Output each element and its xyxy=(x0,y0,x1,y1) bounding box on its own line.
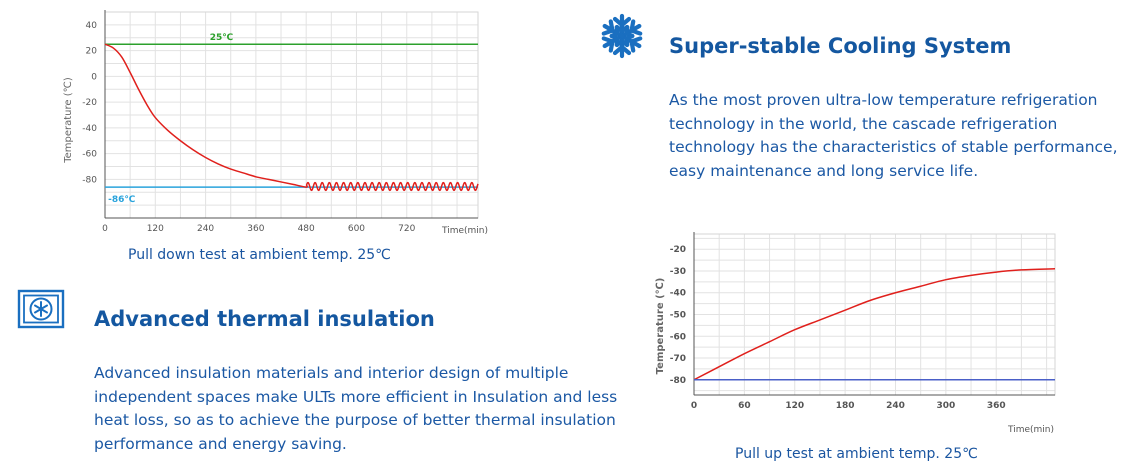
x-tick-label: 0 xyxy=(691,401,697,411)
x-tick-label: 600 xyxy=(348,224,365,234)
chart-grid xyxy=(693,234,1055,395)
pull-up-chart: -20 -30 -40 -50 -60 -70 -80 0 60 120 180 240 300 360… xyxy=(655,232,1056,435)
series-labels: 25℃ -86℃ xyxy=(108,33,233,205)
y-axis-label: Temperature (℃) xyxy=(63,77,74,164)
cooling-description: As the most proven ultra-low temperature… xyxy=(669,91,1118,180)
y-tick-label: -40 xyxy=(82,124,97,134)
x-tick-label: 120 xyxy=(785,401,804,411)
y-tick-label: -20 xyxy=(82,98,97,108)
chart-series xyxy=(104,43,479,192)
y-axis-label: Temperature (℃) xyxy=(655,278,666,375)
x-tick-label: 60 xyxy=(738,401,751,411)
x-tick-label: 300 xyxy=(936,401,955,411)
cooling-title: Super-stable Cooling System xyxy=(669,34,1012,58)
series-label-86: -86℃ xyxy=(108,195,135,205)
x-tick-label: 720 xyxy=(398,224,415,234)
pull-down-chart: 40 20 0 -20 -40 -60 -80 0 120 240 360 480 600 720 25… xyxy=(63,10,488,236)
y-tick-label: -60 xyxy=(82,150,97,160)
series-line-0 xyxy=(693,268,1056,381)
snowflake-icon xyxy=(598,13,646,59)
x-tick-label: 360 xyxy=(247,224,264,234)
y-tick-label: -70 xyxy=(670,354,686,364)
y-tick-label: -40 xyxy=(670,289,686,299)
x-axis-label: Time(min) xyxy=(441,226,488,236)
x-tick-label: 180 xyxy=(836,401,855,411)
y-tick-label: -80 xyxy=(82,175,97,185)
series-label-25: 25℃ xyxy=(210,33,234,43)
y-tick-label: -80 xyxy=(670,376,686,386)
insulation-description: Advanced insulation materials and interi… xyxy=(94,364,618,453)
y-tick-label: 40 xyxy=(86,21,98,31)
x-tick-label: 480 xyxy=(298,224,315,234)
y-tick-label: -60 xyxy=(670,332,686,342)
x-tick-labels: 0 60 120 180 240 300 360 xyxy=(691,401,1006,411)
series-line-2 xyxy=(104,43,479,192)
x-axis-label: Time(min) xyxy=(1007,425,1054,435)
insulation-title: Advanced thermal insulation xyxy=(94,307,435,331)
x-tick-labels: 0 120 240 360 480 600 720 xyxy=(102,224,415,234)
pull-down-caption: Pull down test at ambient temp. 25℃ xyxy=(128,247,391,263)
y-tick-label: -30 xyxy=(670,267,686,277)
x-tick-label: 240 xyxy=(886,401,905,411)
chart-series xyxy=(693,268,1056,381)
x-tick-label: 360 xyxy=(987,401,1006,411)
x-tick-label: 0 xyxy=(102,224,108,234)
x-tick-label: 240 xyxy=(197,224,214,234)
pull-up-caption: Pull up test at ambient temp. 25℃ xyxy=(735,446,978,462)
y-tick-label: 0 xyxy=(91,72,97,82)
y-tick-labels: 40 20 0 -20 -40 -60 -80 xyxy=(82,21,97,186)
y-tick-label: -20 xyxy=(670,245,686,255)
y-tick-label: 20 xyxy=(86,47,98,57)
x-tick-label: 120 xyxy=(147,224,164,234)
chart-axes xyxy=(693,232,1056,396)
insulated-freezer-icon xyxy=(17,289,65,329)
y-tick-labels: -20 -30 -40 -50 -60 -70 -80 xyxy=(670,245,686,386)
y-tick-label: -50 xyxy=(670,311,686,321)
chart-grid xyxy=(104,11,478,219)
